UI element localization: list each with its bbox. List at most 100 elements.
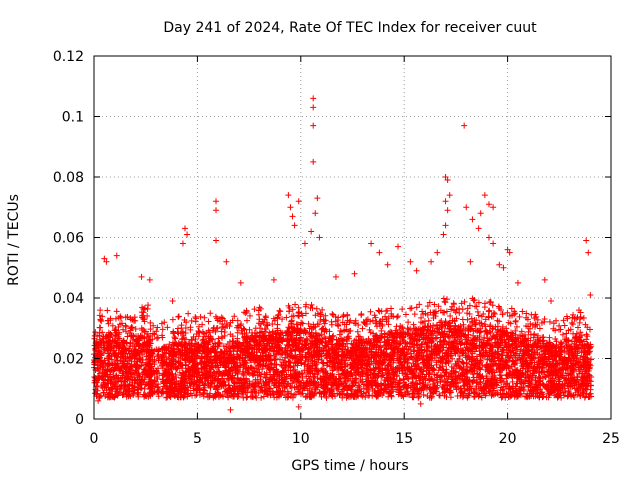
data-point — [214, 383, 221, 390]
data-point — [308, 301, 315, 308]
data-point — [147, 326, 154, 333]
data-point — [123, 370, 130, 377]
data-point — [215, 335, 222, 342]
data-point — [164, 371, 171, 378]
data-point — [241, 333, 248, 340]
data-point — [92, 345, 99, 352]
data-point — [234, 329, 241, 336]
data-point — [170, 388, 177, 395]
data-point — [132, 377, 139, 384]
data-point — [111, 366, 118, 373]
data-point — [112, 333, 119, 340]
data-point — [137, 385, 144, 392]
data-point — [190, 333, 197, 340]
data-point — [183, 362, 190, 369]
data-point — [146, 337, 153, 344]
data-point — [97, 307, 104, 314]
data-point — [120, 358, 127, 365]
data-point — [179, 385, 186, 392]
data-point — [128, 324, 135, 331]
data-point — [106, 362, 113, 369]
data-point — [369, 317, 376, 324]
data-point — [110, 366, 117, 373]
data-point — [163, 362, 170, 369]
data-point — [359, 393, 366, 400]
data-point — [112, 326, 119, 333]
data-point — [112, 327, 119, 334]
data-point — [317, 317, 324, 324]
data-point — [212, 313, 219, 320]
data-point — [193, 315, 200, 322]
data-point — [154, 324, 161, 331]
data-point — [159, 376, 166, 383]
data-point — [120, 337, 127, 344]
data-point — [218, 375, 225, 382]
data-point — [99, 329, 106, 336]
data-point — [99, 366, 106, 373]
data-point — [153, 328, 160, 335]
data-point — [109, 337, 116, 344]
data-point — [359, 325, 366, 332]
data-point — [205, 318, 212, 325]
data-point — [125, 387, 132, 394]
data-point — [234, 362, 241, 369]
data-point — [211, 340, 218, 347]
data-point — [207, 310, 214, 317]
data-point — [193, 355, 200, 362]
data-point — [234, 317, 241, 324]
data-point — [229, 333, 236, 340]
data-point — [212, 363, 219, 370]
data-point — [202, 373, 209, 380]
data-point — [128, 351, 135, 358]
data-point — [108, 385, 115, 392]
data-point — [218, 328, 225, 335]
data-point — [113, 308, 120, 315]
data-point — [174, 342, 181, 349]
data-point — [127, 376, 134, 383]
data-point — [239, 391, 246, 398]
data-point — [181, 334, 188, 341]
data-point — [175, 359, 182, 366]
data-point — [214, 343, 221, 350]
data-point — [286, 359, 293, 366]
data-point — [119, 360, 126, 367]
data-point — [122, 383, 129, 390]
data-point — [113, 372, 120, 379]
data-point — [121, 346, 128, 353]
data-point — [107, 393, 114, 400]
data-point — [170, 373, 177, 380]
data-point — [232, 379, 239, 386]
data-point — [220, 382, 227, 389]
data-point — [100, 333, 107, 340]
data-point — [192, 392, 199, 399]
data-point — [185, 368, 192, 375]
data-point — [139, 351, 146, 358]
data-point — [159, 353, 166, 360]
data-point — [204, 346, 211, 353]
data-point — [189, 349, 196, 356]
data-point — [269, 321, 276, 328]
data-point — [225, 371, 232, 378]
data-point — [146, 361, 153, 368]
data-point — [459, 306, 466, 313]
data-point — [218, 314, 225, 321]
data-point — [231, 385, 238, 392]
data-point — [174, 387, 181, 394]
data-point — [112, 315, 119, 322]
data-point — [139, 374, 146, 381]
data-point — [183, 378, 190, 385]
data-point — [244, 347, 251, 354]
data-point — [151, 331, 158, 338]
data-point — [164, 324, 171, 331]
data-point — [150, 379, 157, 386]
data-point — [142, 362, 149, 369]
data-point — [480, 311, 487, 318]
data-point — [105, 320, 112, 327]
grid — [94, 56, 611, 419]
data-point — [204, 350, 211, 357]
data-point — [119, 392, 126, 399]
data-point — [161, 359, 168, 366]
data-point — [176, 347, 183, 354]
data-point — [242, 389, 249, 396]
data-point — [215, 394, 222, 401]
